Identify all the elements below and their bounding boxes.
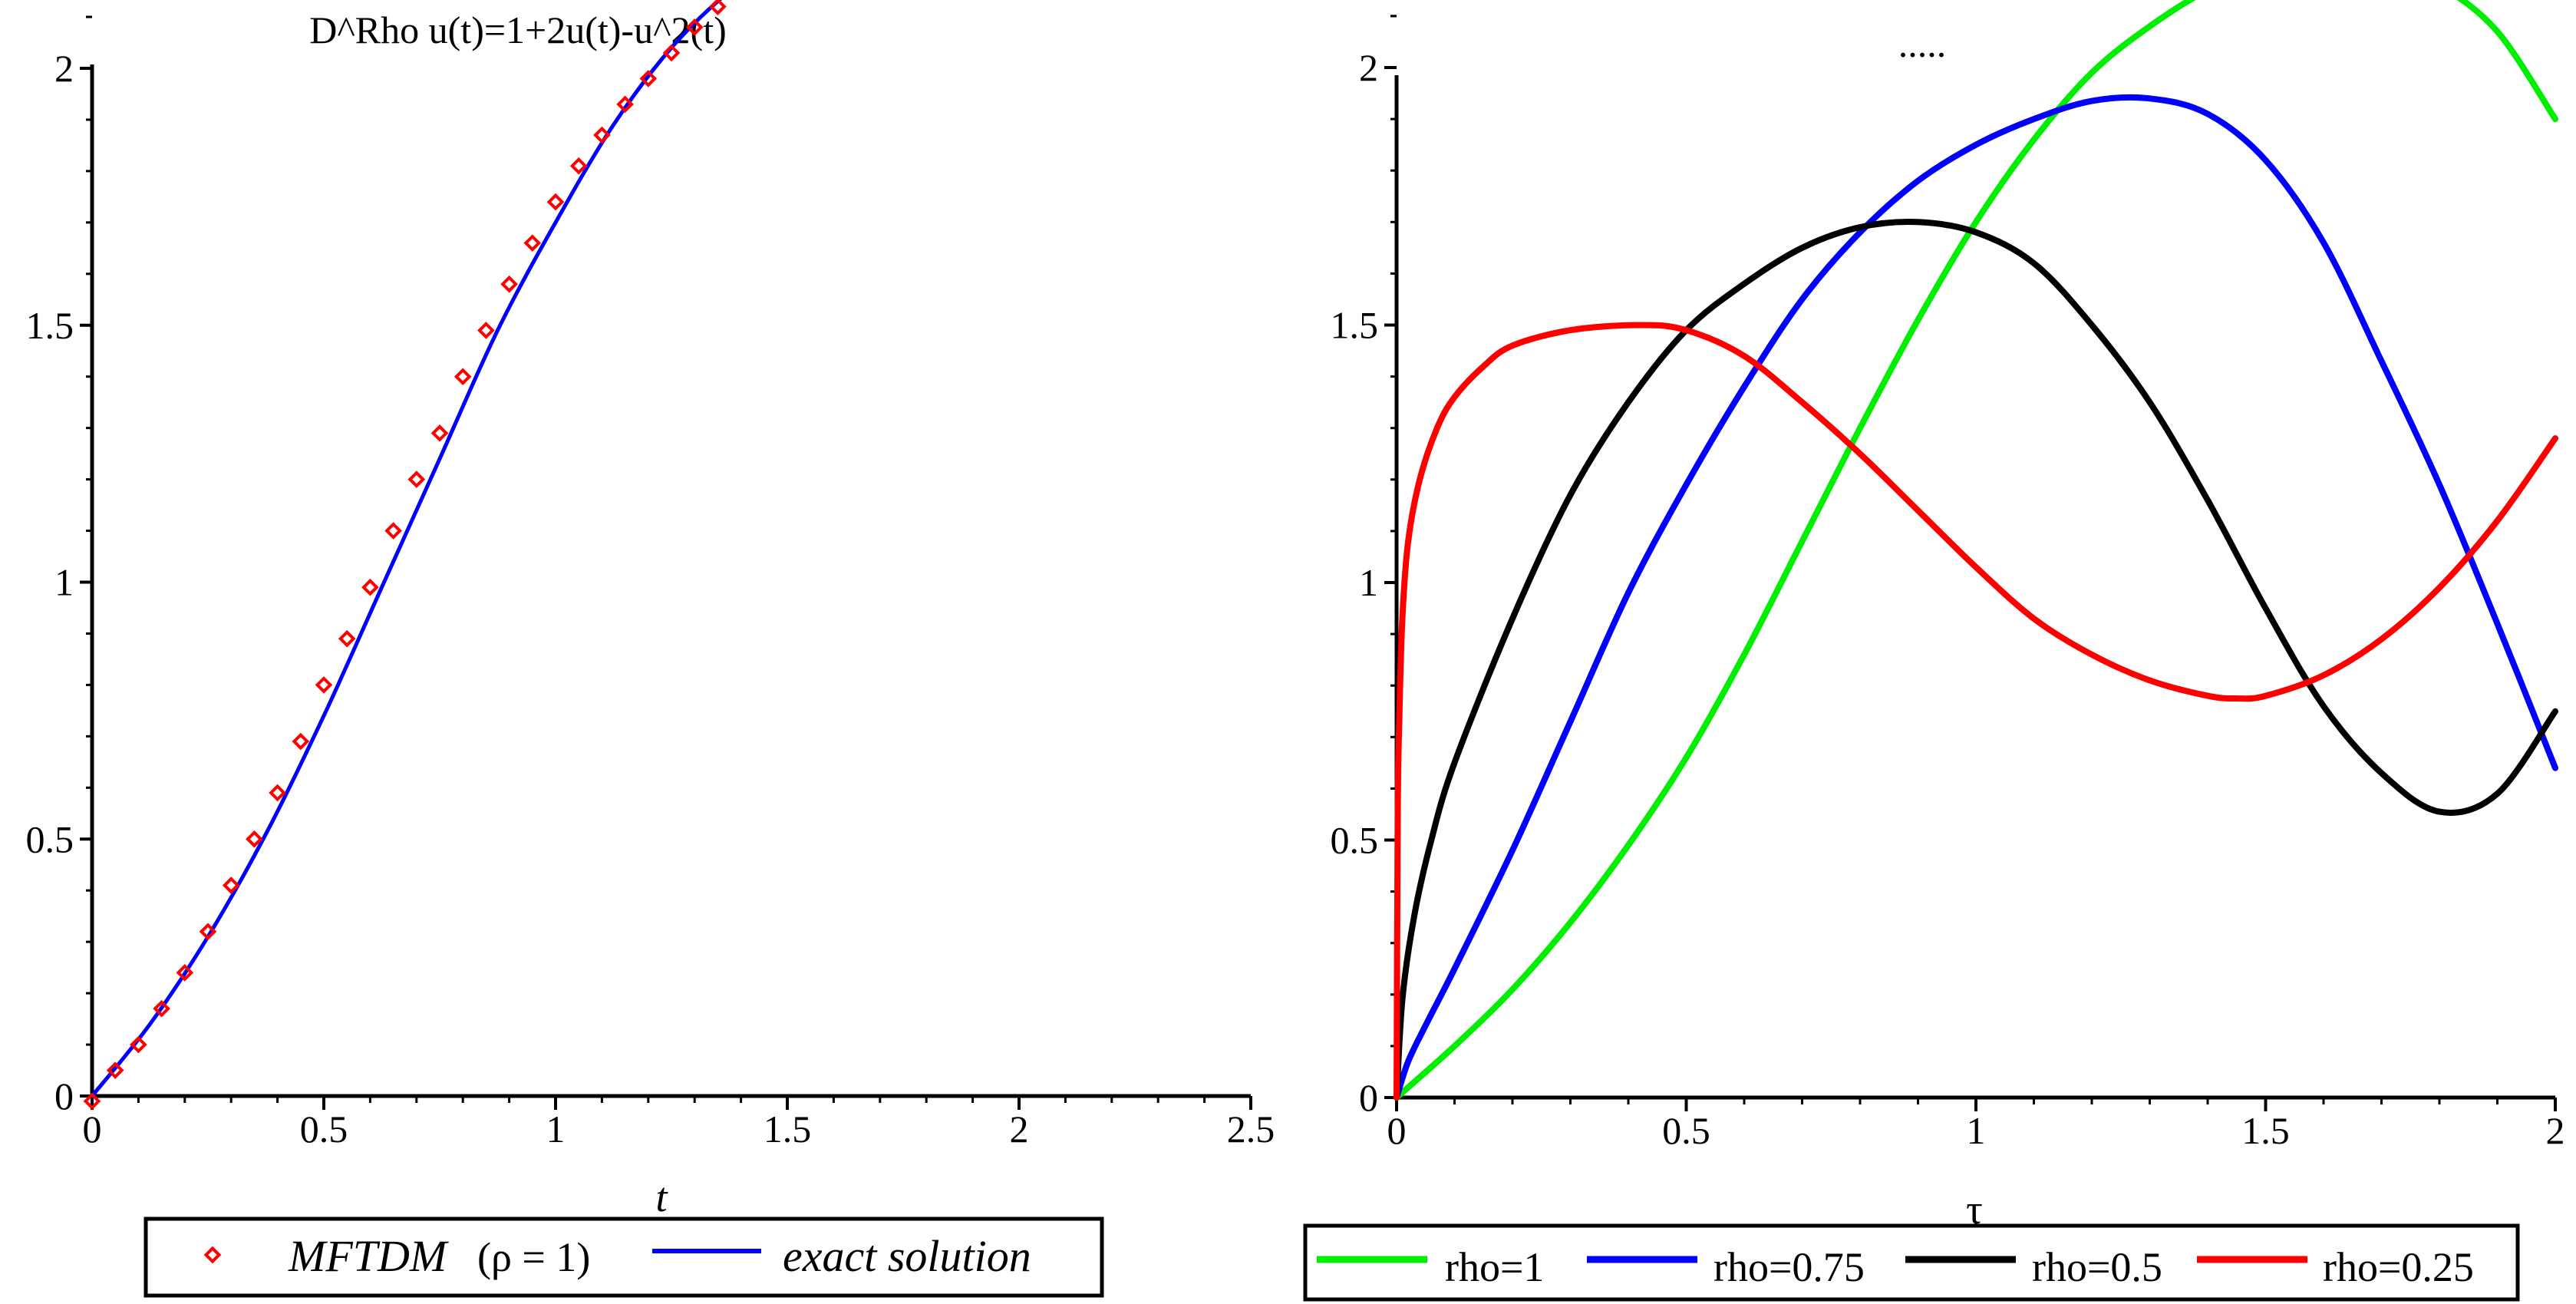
right-y-tick-label: 1 <box>1359 561 1378 604</box>
left-legend-label-mftdm: MFTDM <box>288 1231 449 1281</box>
left-marker-mftdm-1 <box>477 322 495 339</box>
right-x-tick-label: 1.5 <box>2241 1109 2290 1152</box>
left-x-tick-label: 0.5 <box>300 1108 348 1150</box>
left-axes: 0 0.5 1 1.5 2 2.5 0 0.5 1 1.5 2 <box>26 15 1275 1150</box>
right-series-line-rho-0-75 <box>1394 94 2558 1101</box>
right-legend-label-rho-075: rho=0.75 <box>1713 1244 1865 1290</box>
left-marker-mftdm-1 <box>662 44 681 62</box>
left-marker-mftdm-1 <box>500 275 518 293</box>
left-marker-mftdm-1 <box>246 830 263 848</box>
left-x-axis-title: t <box>655 1174 668 1220</box>
right-y-tick-label: 2 <box>1359 46 1378 89</box>
right-legend-label-rho-025: rho=0.25 <box>2323 1244 2474 1290</box>
left-marker-mftdm-1 <box>338 629 356 648</box>
left-legend-box <box>143 1217 1104 1298</box>
right-x-tick-label: 1 <box>1967 1109 1986 1152</box>
left-y-tick-label: 1.5 <box>26 304 74 347</box>
left-marker-mftdm-1 <box>709 0 727 15</box>
left-series-line-exact-solution <box>90 0 723 1098</box>
left-marker-mftdm-1 <box>685 18 704 36</box>
left-chart-title: D^Rho u(t)=1+2u(t)-u^2(t) <box>309 8 727 51</box>
left-chart: D^Rho u(t)=1+2u(t)-u^2(t) 0 0.5 1 1.5 2 2.500… <box>26 0 1275 1298</box>
left-plot-area <box>83 0 727 1111</box>
right-series-line-rho-1 <box>1394 0 2558 1101</box>
right-chart-title: ..... <box>1898 22 1947 65</box>
right-y-tick-label: 1.5 <box>1331 304 1379 347</box>
left-legend-marker-mftdm <box>203 1246 222 1264</box>
left-y-tick-label: 2 <box>54 47 74 90</box>
left-marker-mftdm-1 <box>269 784 286 802</box>
right-y-tick-label: 0 <box>1359 1076 1378 1119</box>
left-marker-mftdm-1 <box>430 424 449 442</box>
right-x-tick-label: 0 <box>1387 1109 1407 1152</box>
right-chart: ..... 0 0.5 1 1.5 2 0 0.5 1 1.5 2 τ rho=1 rho=0.7… <box>1303 0 2565 1302</box>
left-marker-mftdm-1 <box>222 876 240 894</box>
left-x-tick-label: 2 <box>1010 1108 1029 1150</box>
right-legend: rho=1 rho=0.75 rho=0.5 rho=0.25 <box>1303 1223 2520 1302</box>
right-x-tick-label: 2 <box>2546 1109 2565 1152</box>
left-marker-mftdm-1 <box>569 157 588 175</box>
right-plot-area <box>1394 0 2558 1101</box>
left-marker-mftdm-1 <box>384 522 402 540</box>
right-legend-label-rho-1: rho=1 <box>1445 1244 1544 1290</box>
left-marker-mftdm-1 <box>153 999 170 1018</box>
left-marker-mftdm-1 <box>315 676 333 694</box>
left-x-tick-label: 2.5 <box>1227 1108 1275 1150</box>
left-legend: MFTDM (ρ = 1) exact solution <box>143 1217 1104 1298</box>
left-marker-mftdm-1 <box>593 126 611 144</box>
left-marker-mftdm-1 <box>83 1092 101 1111</box>
left-y-tick-label: 1 <box>54 561 74 604</box>
left-x-tick-label: 1 <box>546 1108 566 1150</box>
left-marker-mftdm-1 <box>361 578 379 596</box>
right-y-tick-label: 0.5 <box>1331 819 1379 862</box>
left-marker-mftdm-1 <box>130 1035 147 1054</box>
left-marker-mftdm-1 <box>292 732 310 751</box>
left-legend-label-mftdm-suffix: (ρ = 1) <box>477 1234 590 1280</box>
left-marker-mftdm-1 <box>546 193 565 211</box>
left-marker-mftdm-1 <box>176 964 194 982</box>
right-axes: 0 0.5 1 1.5 2 0 0.5 1 1.5 2 <box>1331 15 2565 1152</box>
right-x-tick-label: 0.5 <box>1662 1109 1710 1152</box>
right-series-line-rho-0-25 <box>1394 322 2558 1101</box>
left-marker-mftdm-1 <box>454 368 472 386</box>
left-marker-mftdm-1 <box>639 70 658 87</box>
left-marker-mftdm-1 <box>199 923 217 941</box>
right-x-axis-title: τ <box>1966 1187 1983 1233</box>
left-x-tick-label: 1.5 <box>764 1108 812 1150</box>
left-x-tick-label: 0 <box>83 1108 102 1150</box>
left-marker-mftdm-1 <box>407 470 426 488</box>
left-y-tick-label: 0.5 <box>26 817 74 860</box>
left-legend-label-exact: exact solution <box>783 1231 1031 1281</box>
left-marker-mftdm-1 <box>616 95 634 114</box>
left-y-tick-label: 0 <box>54 1075 74 1117</box>
left-marker-mftdm-1 <box>523 234 542 252</box>
left-marker-mftdm-1 <box>106 1061 124 1079</box>
right-series-line-rho-0-5 <box>1394 219 2558 1101</box>
right-legend-label-rho-05: rho=0.5 <box>2032 1244 2162 1290</box>
